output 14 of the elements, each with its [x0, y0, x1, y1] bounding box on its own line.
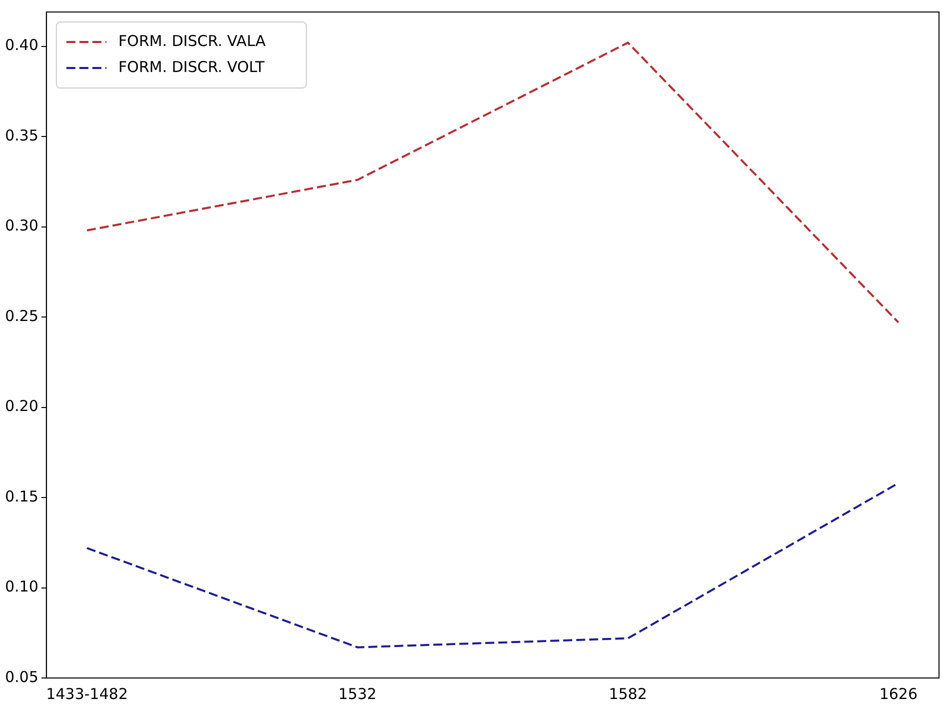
- x-tick-label: 1532: [338, 684, 377, 703]
- x-tick-label: 1433-1482: [46, 684, 128, 703]
- y-tick-label: 0.10: [4, 578, 38, 596]
- y-tick-label: 0.40: [4, 36, 38, 54]
- legend-label: FORM. DISCR. VALA: [118, 32, 266, 50]
- y-tick-label: 0.20: [4, 397, 38, 416]
- x-tick-label: 1582: [608, 684, 648, 703]
- y-tick-label: 0.25: [4, 306, 38, 325]
- y-tick-label: 0.35: [4, 126, 38, 144]
- x-tick-label: 1626: [879, 684, 918, 703]
- y-tick-label: 0.15: [4, 487, 38, 506]
- y-tick-label: 0.30: [4, 216, 38, 235]
- y-tick-label: 0.05: [4, 668, 38, 686]
- legend-label: FORM. DISCR. VOLT: [118, 58, 266, 76]
